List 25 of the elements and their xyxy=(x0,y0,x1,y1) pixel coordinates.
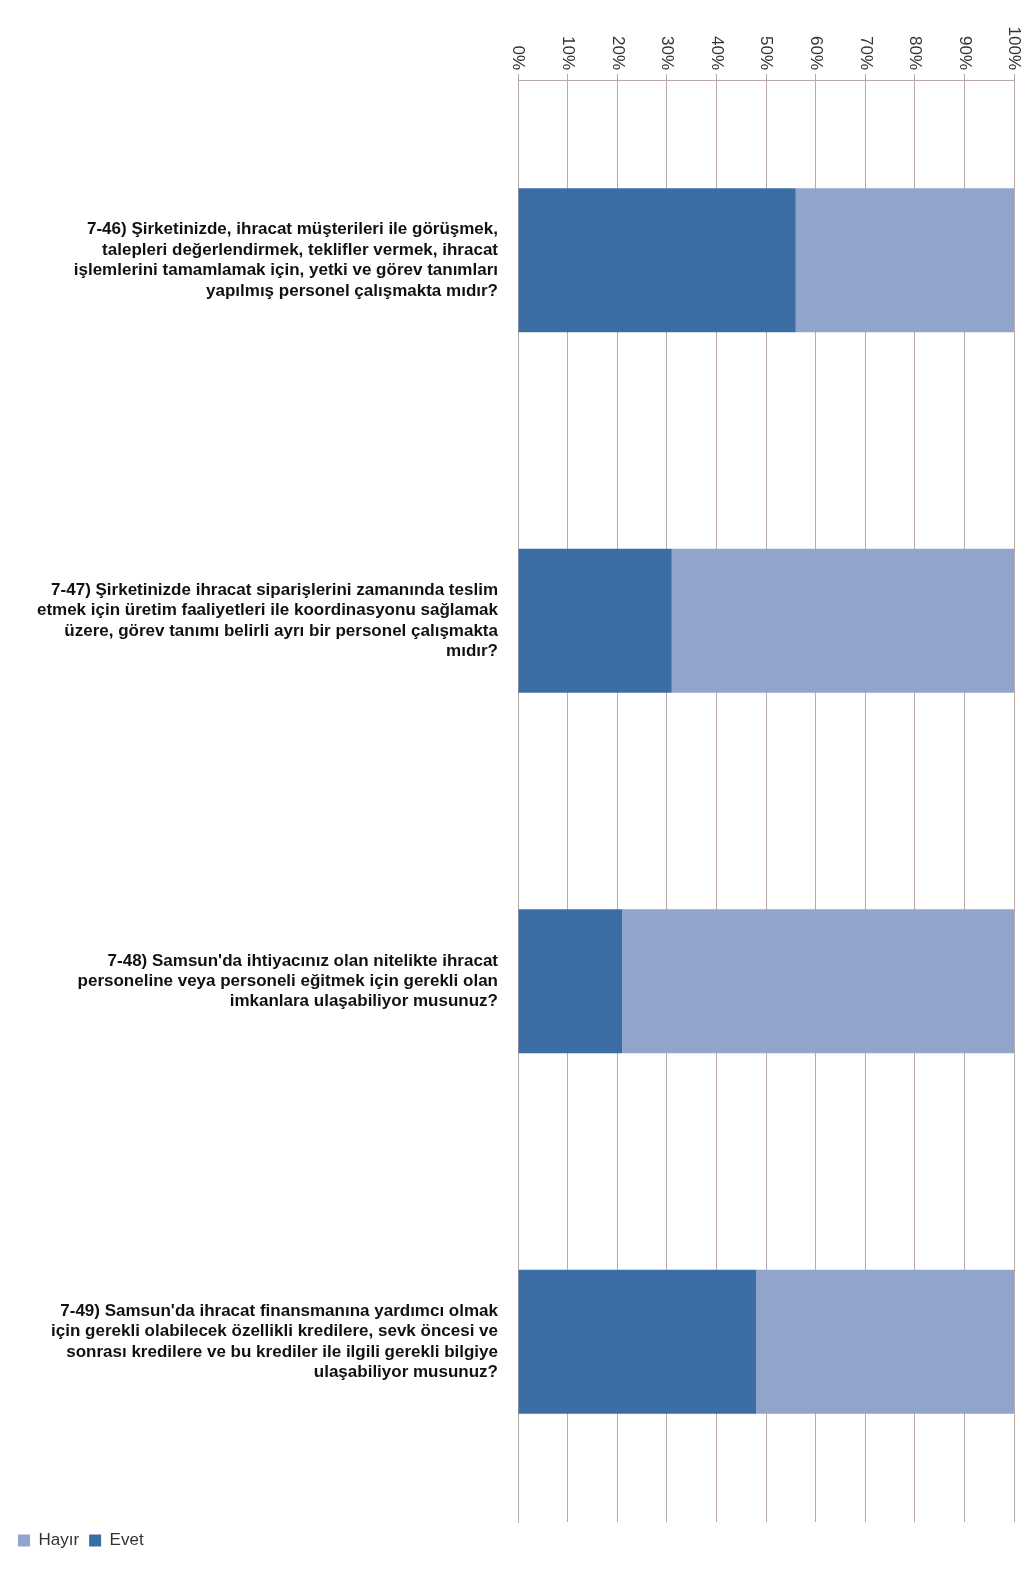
legend-label: Evet xyxy=(109,1530,144,1550)
x-tick-label: 10% xyxy=(558,35,578,70)
bar xyxy=(756,1269,1014,1414)
y-tick-label: 7-49) Samsun'da ihracat finansmanına yardımcı olmak için gerekli olabilecek özellikli kredilere, sevk öncesi ve sonrası kredilere ve bu krediler ile ilgili gerekli bilgiye ulaşabiliyor musunuz? xyxy=(51,1300,499,1382)
y-tick-label: 7-46) Şirketinizde, ihracat müşterileri ile görüşmek, talepleri değerlendirmek, teklifler vermek, ihracat işlemlerini tamamlamak için, yetki ve görev tanımları yapılmış personel çalışmakta mıdır? xyxy=(73,219,499,300)
bar xyxy=(518,188,796,333)
legend-label: Hayır xyxy=(38,1530,80,1550)
x-tick-label: 80% xyxy=(906,35,926,70)
x-tick-label: 50% xyxy=(757,35,777,70)
x-tick-label: 40% xyxy=(707,35,727,70)
bar xyxy=(518,548,672,693)
x-tick-label: 30% xyxy=(658,35,678,70)
x-tick-label: 90% xyxy=(955,35,975,70)
bar xyxy=(795,188,1014,333)
bar xyxy=(622,909,1014,1054)
x-tick-label: 20% xyxy=(608,35,628,70)
y-tick-label: 7-48) Samsun'da ihtiyacınız olan nitelikte ihracat personeline veya personeli eğitmek için gerekli olan imkanlara ulaşabiliyor musunuz? xyxy=(77,950,499,1011)
x-tick-label: 100% xyxy=(1005,26,1025,70)
bar xyxy=(518,1269,757,1414)
bar xyxy=(518,909,623,1054)
y-tick-label: 7-47) Şirketinizde ihracat siparişlerini zamanında teslim etmek için üretim faaliyetleri ile koordinasyonu sağlamak üzere, görev tanımı belirli ayrı bir personel çalışmakta mıdır? xyxy=(36,579,499,661)
bar xyxy=(671,548,1014,693)
x-tick-label: 0% xyxy=(509,45,529,70)
x-tick-label: 70% xyxy=(856,35,876,70)
x-tick-label: 60% xyxy=(806,35,826,70)
